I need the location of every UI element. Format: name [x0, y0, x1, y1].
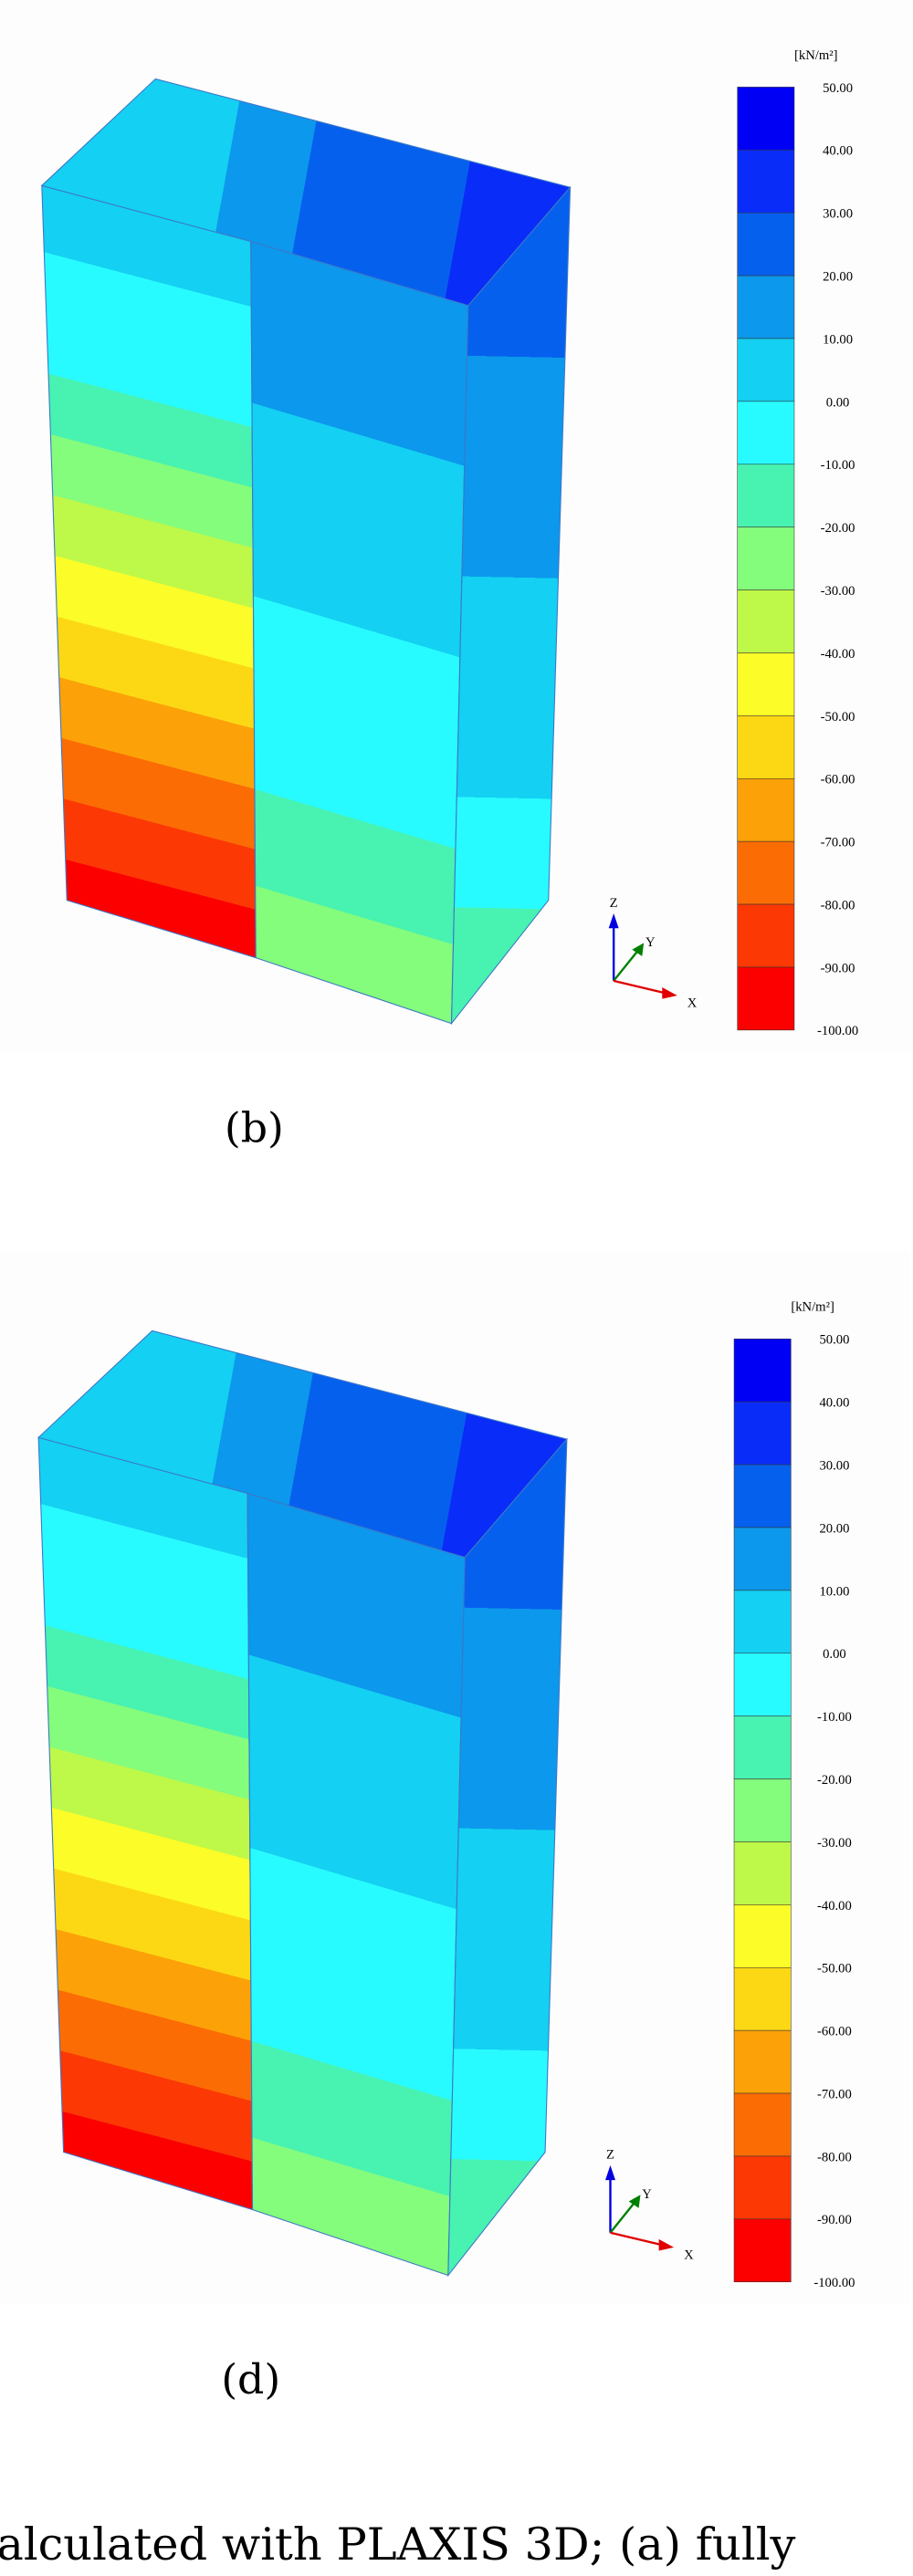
- arrow-x: [658, 2238, 675, 2251]
- axis-label-z: Z: [606, 2148, 614, 2163]
- colorbar-band: [733, 1464, 792, 1528]
- front-left: [37, 1436, 254, 2211]
- panel: 50.00 40.00 30.00 20.00 10.00 0.00 -10.00 -20.0…: [0, 1251, 910, 2404]
- colorbar-band: [733, 2218, 792, 2283]
- front-right: [250, 240, 469, 1025]
- right-face: [447, 1437, 568, 2278]
- colorbar-label: -100.00: [817, 1024, 858, 1038]
- arrow-z: [605, 2164, 615, 2181]
- colorbar-label: -10.00: [821, 458, 855, 473]
- colorbar-band: [737, 401, 795, 465]
- front-left: [41, 184, 257, 959]
- colorbar-band: [733, 2092, 792, 2157]
- axis-x: [610, 2231, 666, 2247]
- colorbar-label: -80.00: [817, 2150, 852, 2164]
- axis-x: [613, 979, 669, 996]
- colorbar-band: [737, 87, 795, 151]
- colorbar-unit: [kN/m²]: [794, 48, 837, 63]
- colorbar-band: [733, 1590, 792, 1654]
- colorbar-band: [733, 1966, 792, 2031]
- colorbar-label: 20.00: [819, 1522, 849, 1537]
- colorbar-band: [737, 840, 795, 905]
- colorbar-band: [733, 1904, 792, 1968]
- colorbar-label: -90.00: [817, 2213, 852, 2227]
- colorbar-unit: [kN/m²]: [791, 1300, 834, 1315]
- colorbar-band: [737, 275, 795, 339]
- colorbar-label: 20.00: [823, 270, 853, 285]
- colorbar-label: 50.00: [819, 1333, 849, 1348]
- colorbar-band: [733, 1841, 792, 1905]
- right-face: [450, 185, 572, 1026]
- colorbar-label: 40.00: [819, 1396, 849, 1411]
- colorbar-band: [737, 903, 795, 968]
- colorbar-label: -80.00: [821, 899, 855, 913]
- colorbar-label: -20.00: [821, 521, 855, 536]
- panel: 50.00 40.00 30.00 20.00 10.00 0.00 -10.00 -20.0…: [0, 0, 913, 1152]
- colorbar-band: [737, 652, 795, 716]
- caption-footer: alculated with PLAXIS 3D; (a) fully: [0, 2518, 796, 2571]
- colorbar-label: 0.00: [823, 1647, 846, 1662]
- colorbar-label: -30.00: [817, 1836, 852, 1851]
- arrow-x: [662, 987, 677, 999]
- colorbar-label: -50.00: [817, 1962, 852, 1976]
- colorbar-label: -30.00: [821, 584, 855, 599]
- colorbar-band: [737, 966, 795, 1031]
- axis-label-y: Y: [645, 935, 656, 950]
- colorbar-label: -60.00: [821, 773, 855, 787]
- colorbar-band: [737, 777, 795, 842]
- colorbar-label: 10.00: [819, 1584, 849, 1599]
- colorbar-label: -20.00: [817, 1773, 852, 1788]
- colorbar-band: [733, 1716, 792, 1779]
- colorbar-label: -70.00: [817, 2088, 852, 2102]
- axis-y: [609, 2200, 636, 2234]
- colorbar-band: [733, 1778, 792, 1842]
- colorbar-band: [737, 527, 795, 590]
- colorbar-band: [737, 715, 795, 779]
- colorbar-band: [733, 1401, 792, 1465]
- arrow-y: [628, 2195, 641, 2208]
- arrow-y: [632, 943, 645, 956]
- axis-label-y: Y: [642, 2187, 652, 2202]
- colorbar-label: 30.00: [819, 1459, 849, 1474]
- colorbar-label: -50.00: [821, 710, 855, 725]
- colorbar-band: [737, 150, 795, 214]
- colorbar-band: [737, 589, 795, 653]
- colorbar-band: [733, 1339, 792, 1403]
- colorbar-label: -40.00: [821, 647, 855, 662]
- axis-label-x: X: [687, 996, 698, 1011]
- colorbar-label: -60.00: [817, 2025, 852, 2039]
- colorbar-band: [733, 1653, 792, 1716]
- colorbar-band: [737, 212, 795, 276]
- colorbar-label: -100.00: [813, 2276, 855, 2290]
- colorbar-band: [737, 338, 795, 402]
- colorbar-label: -90.00: [821, 961, 855, 975]
- colorbar-label: 40.00: [823, 144, 853, 159]
- colorbar-label: 0.00: [826, 395, 850, 410]
- colorbar-label: 50.00: [823, 81, 853, 96]
- axis-y: [613, 948, 640, 982]
- colorbar-band: [733, 2155, 792, 2220]
- axis-label-x: X: [684, 2248, 694, 2263]
- colorbar-label: -10.00: [817, 1710, 852, 1725]
- caption: (d): [221, 2356, 280, 2404]
- colorbar-label: 10.00: [823, 333, 853, 348]
- colorbar-band: [733, 1527, 792, 1591]
- colorbar-label: 30.00: [823, 207, 853, 222]
- colorbar-band: [737, 464, 795, 527]
- front-right: [247, 1492, 466, 2277]
- caption: (b): [225, 1104, 284, 1152]
- arrow-z: [608, 913, 619, 929]
- colorbar-band: [733, 2029, 792, 2094]
- colorbar-label: -40.00: [817, 1899, 852, 1914]
- colorbar-label: -70.00: [821, 836, 855, 850]
- axis-label-z: Z: [610, 896, 618, 911]
